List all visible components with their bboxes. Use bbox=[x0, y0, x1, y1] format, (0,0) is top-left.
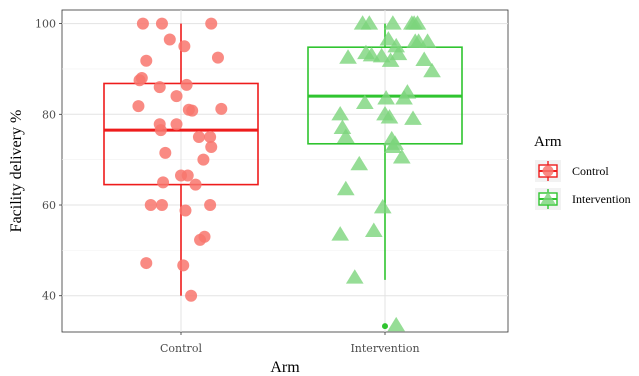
data-point bbox=[155, 17, 168, 30]
data-point bbox=[331, 226, 350, 241]
legend: Arm Control Intervention bbox=[534, 134, 631, 210]
data-point bbox=[182, 103, 195, 116]
data-point bbox=[387, 37, 406, 53]
data-point bbox=[423, 62, 441, 78]
data-point bbox=[339, 49, 357, 64]
data-point bbox=[392, 149, 411, 164]
data-point bbox=[408, 15, 427, 30]
y-tick-label: 40 bbox=[42, 290, 56, 303]
data-point bbox=[170, 118, 183, 131]
data-point bbox=[154, 124, 167, 137]
legend-title: Arm bbox=[534, 134, 562, 150]
x-axis-title: Arm bbox=[270, 359, 300, 376]
data-point bbox=[198, 230, 211, 243]
data-point bbox=[389, 45, 408, 61]
data-point bbox=[180, 78, 193, 91]
data-point bbox=[197, 153, 210, 166]
data-point bbox=[386, 135, 404, 150]
y-tick-label: 80 bbox=[42, 108, 56, 121]
data-point bbox=[132, 100, 145, 113]
legend-label: Control bbox=[572, 164, 609, 178]
x-tick-label: Control bbox=[160, 342, 202, 355]
data-point bbox=[192, 130, 205, 143]
data-point bbox=[379, 31, 398, 46]
data-point bbox=[140, 257, 153, 270]
data-point bbox=[189, 178, 202, 191]
legend-key-marker bbox=[542, 165, 554, 177]
plot-area: 40 60 80 100 Control Intervention Arm Facility … bbox=[8, 9, 509, 376]
data-point bbox=[350, 155, 369, 171]
data-point bbox=[155, 199, 168, 212]
data-point bbox=[211, 51, 224, 64]
data-point bbox=[159, 146, 172, 159]
data-point bbox=[345, 269, 364, 284]
legend-key-marker bbox=[540, 191, 556, 205]
data-point bbox=[204, 199, 217, 212]
plot-panel bbox=[61, 9, 509, 333]
data-point bbox=[178, 40, 191, 53]
data-point bbox=[170, 90, 183, 103]
data-point bbox=[153, 81, 166, 94]
data-point bbox=[136, 17, 149, 30]
data-point bbox=[331, 105, 350, 121]
data-point bbox=[418, 33, 437, 48]
data-point bbox=[177, 259, 190, 272]
data-point bbox=[144, 199, 157, 212]
data-point bbox=[356, 94, 374, 110]
data-point bbox=[163, 33, 176, 46]
data-point bbox=[133, 74, 146, 87]
data-point bbox=[384, 15, 402, 30]
data-point bbox=[205, 140, 218, 153]
data-point bbox=[373, 198, 392, 214]
data-point bbox=[185, 289, 198, 302]
data-point bbox=[140, 54, 153, 67]
data-point bbox=[415, 51, 434, 66]
data-point bbox=[404, 110, 422, 125]
data-point bbox=[381, 52, 400, 67]
data-point bbox=[215, 102, 228, 115]
data-point bbox=[336, 128, 355, 144]
data-point bbox=[157, 176, 170, 189]
data-point bbox=[181, 169, 194, 182]
data-point bbox=[336, 180, 355, 196]
y-tick-label: 60 bbox=[42, 199, 56, 212]
data-point bbox=[380, 109, 399, 124]
outlier-point bbox=[382, 323, 388, 330]
data-point bbox=[364, 222, 383, 237]
data-point bbox=[179, 204, 192, 217]
data-point bbox=[205, 17, 218, 30]
data-point bbox=[204, 130, 217, 143]
data-point bbox=[395, 90, 413, 105]
data-point bbox=[377, 90, 395, 105]
y-axis-title: Facility delivery % bbox=[8, 110, 25, 233]
x-tick-label: Intervention bbox=[350, 342, 419, 355]
y-tick-label: 100 bbox=[35, 18, 56, 31]
data-point bbox=[372, 47, 391, 63]
data-point bbox=[387, 316, 406, 332]
legend-label: Intervention bbox=[572, 192, 631, 206]
data-point bbox=[360, 15, 379, 30]
